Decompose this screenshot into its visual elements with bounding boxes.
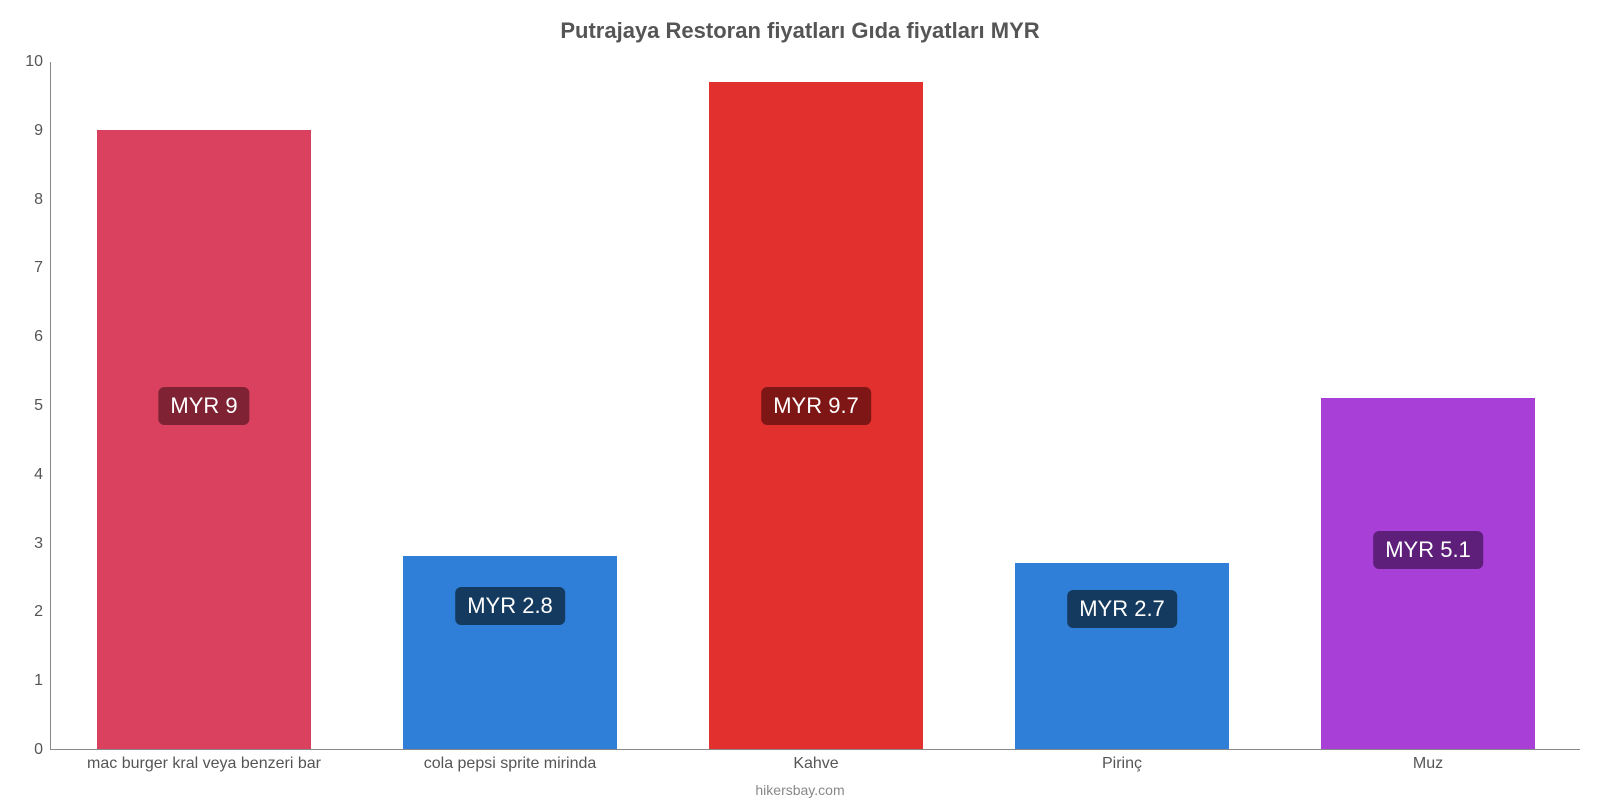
value-badge: MYR 5.1 (1373, 531, 1483, 569)
y-tick-label: 2 (34, 603, 51, 621)
bar (403, 556, 617, 749)
value-badge: MYR 2.8 (455, 587, 565, 625)
x-tick-label: cola pepsi sprite mirinda (424, 749, 597, 773)
chart-footer: hikersbay.com (0, 782, 1600, 798)
y-tick-label: 8 (34, 191, 51, 209)
y-tick-label: 6 (34, 328, 51, 346)
y-tick-label: 0 (34, 741, 51, 759)
bar (97, 130, 311, 749)
value-badge: MYR 2.7 (1067, 590, 1177, 628)
price-bar-chart: Putrajaya Restoran fiyatları Gıda fiyatl… (0, 0, 1600, 800)
y-tick-label: 10 (25, 53, 51, 71)
chart-title: Putrajaya Restoran fiyatları Gıda fiyatl… (0, 18, 1600, 44)
y-tick-label: 1 (34, 672, 51, 690)
x-tick-label: Kahve (793, 749, 838, 773)
x-tick-label: Muz (1413, 749, 1443, 773)
y-tick-label: 5 (34, 397, 51, 415)
y-tick-label: 7 (34, 259, 51, 277)
plot-area: 012345678910mac burger kral veya benzeri… (50, 62, 1580, 750)
value-badge: MYR 9 (158, 387, 249, 425)
bar (1321, 398, 1535, 749)
y-tick-label: 9 (34, 122, 51, 140)
y-tick-label: 4 (34, 466, 51, 484)
value-badge: MYR 9.7 (761, 387, 871, 425)
x-tick-label: Pirinç (1102, 749, 1142, 773)
x-tick-label: mac burger kral veya benzeri bar (87, 749, 321, 773)
y-tick-label: 3 (34, 535, 51, 553)
